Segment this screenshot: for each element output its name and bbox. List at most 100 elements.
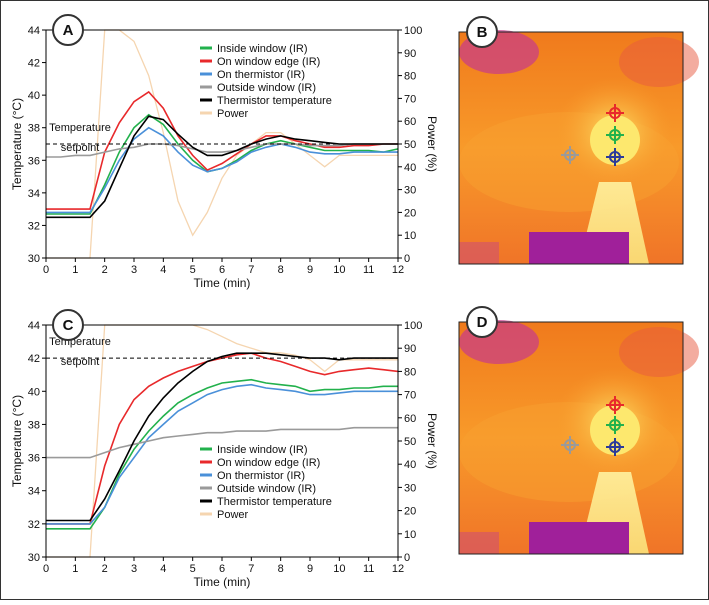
y2-tick-label: 100 (404, 25, 422, 37)
legend-label: Inside window (IR) (217, 444, 307, 456)
x-axis-label: Time (min) (194, 575, 251, 589)
panel-badge (52, 14, 84, 46)
y-tick-label: 42 (28, 353, 40, 365)
panel-label: C (63, 317, 74, 334)
legend-label: On window edge (IR) (217, 457, 320, 469)
panel-badge (466, 306, 498, 338)
y2-tick-label: 100 (404, 320, 422, 332)
y-tick-label: 44 (28, 25, 40, 37)
x-tick-label: 10 (333, 563, 345, 575)
x-tick-label: 0 (43, 264, 49, 276)
image-border (458, 31, 684, 265)
y2-tick-label: 50 (404, 436, 416, 448)
y2-axis-label: Power (%) (425, 116, 439, 172)
panel-label: D (477, 314, 488, 331)
setpoint-label: Temperature (49, 336, 111, 348)
x-tick-label: 2 (102, 563, 108, 575)
y2-tick-label: 80 (404, 71, 416, 83)
y2-tick-label: 70 (404, 93, 416, 105)
x-tick-label: 11 (363, 563, 374, 575)
series-line (46, 143, 398, 158)
y-tick-label: 40 (28, 386, 40, 398)
y-tick-label: 40 (28, 90, 40, 102)
x-tick-label: 4 (160, 264, 166, 276)
x-tick-label: 0 (43, 563, 49, 575)
y2-axis-label: Power (%) (425, 413, 439, 469)
x-tick-label: 5 (190, 264, 196, 276)
y2-tick-label: 60 (404, 413, 416, 425)
x-tick-label: 8 (278, 563, 284, 575)
x-tick-label: 3 (131, 563, 137, 575)
legend-label: Power (217, 108, 249, 120)
series-line (46, 383, 398, 525)
y-axis-label: Temperature (°C) (10, 98, 24, 190)
series-line (46, 115, 398, 219)
x-tick-label: 2 (102, 264, 108, 276)
legend-label: Thermistor temperature (217, 95, 332, 107)
x-tick-label: 1 (72, 563, 78, 575)
y-tick-label: 30 (28, 552, 40, 564)
x-tick-label: 9 (307, 264, 313, 276)
y2-tick-label: 0 (404, 552, 410, 564)
y2-tick-label: 10 (404, 529, 416, 541)
y2-tick-label: 30 (404, 482, 416, 494)
y-tick-label: 34 (28, 188, 40, 200)
setpoint-label: Temperature (49, 122, 111, 134)
y-axis-label: Temperature (°C) (10, 395, 24, 487)
x-tick-label: 10 (333, 264, 345, 276)
x-tick-label: 6 (219, 563, 225, 575)
thermal-image (459, 30, 699, 264)
x-tick-label: 7 (248, 264, 254, 276)
legend-label: Power (217, 509, 249, 521)
y2-tick-label: 50 (404, 139, 416, 151)
thermal-image (459, 320, 699, 554)
y2-tick-label: 90 (404, 343, 416, 355)
y2-tick-label: 70 (404, 390, 416, 402)
legend-label: On thermistor (IR) (217, 69, 305, 81)
y2-tick-label: 20 (404, 207, 416, 219)
legend-label: Thermistor temperature (217, 496, 332, 508)
panel-badge (52, 309, 84, 341)
x-axis-label: Time (min) (194, 276, 251, 290)
x-tick-label: 12 (392, 563, 404, 575)
y-tick-label: 32 (28, 519, 40, 531)
y-tick-label: 30 (28, 253, 40, 265)
y2-tick-label: 30 (404, 185, 416, 197)
y2-tick-label: 20 (404, 506, 416, 518)
legend-label: Outside window (IR) (217, 483, 316, 495)
legend-label: Outside window (IR) (217, 82, 316, 94)
y-tick-label: 36 (28, 453, 40, 465)
y2-tick-label: 80 (404, 366, 416, 378)
series-line (46, 126, 398, 214)
legend-label: On window edge (IR) (217, 56, 320, 68)
y-tick-label: 32 (28, 220, 40, 232)
panel-badge (466, 16, 498, 48)
y2-tick-label: 40 (404, 162, 416, 174)
x-tick-label: 6 (219, 264, 225, 276)
x-tick-label: 12 (392, 264, 404, 276)
y-tick-label: 38 (28, 419, 40, 431)
y2-tick-label: 10 (404, 230, 416, 242)
x-tick-label: 7 (248, 563, 254, 575)
x-tick-label: 11 (363, 264, 374, 276)
y-tick-label: 34 (28, 486, 40, 498)
legend-label: Inside window (IR) (217, 43, 307, 55)
legend-label: On thermistor (IR) (217, 470, 305, 482)
x-tick-label: 8 (278, 264, 284, 276)
image-border (458, 321, 684, 555)
x-tick-label: 4 (160, 563, 166, 575)
x-tick-label: 5 (190, 563, 196, 575)
y-tick-label: 38 (28, 123, 40, 135)
panel-label: A (63, 22, 74, 39)
y-tick-label: 42 (28, 58, 40, 70)
series-line (46, 426, 398, 459)
series-line (46, 352, 398, 522)
setpoint-label: setpoint (61, 356, 100, 368)
panel-label: B (477, 24, 488, 41)
x-tick-label: 3 (131, 264, 137, 276)
setpoint-label: setpoint (61, 142, 100, 154)
x-tick-label: 1 (72, 264, 78, 276)
y-tick-label: 44 (28, 320, 40, 332)
y2-tick-label: 90 (404, 48, 416, 60)
